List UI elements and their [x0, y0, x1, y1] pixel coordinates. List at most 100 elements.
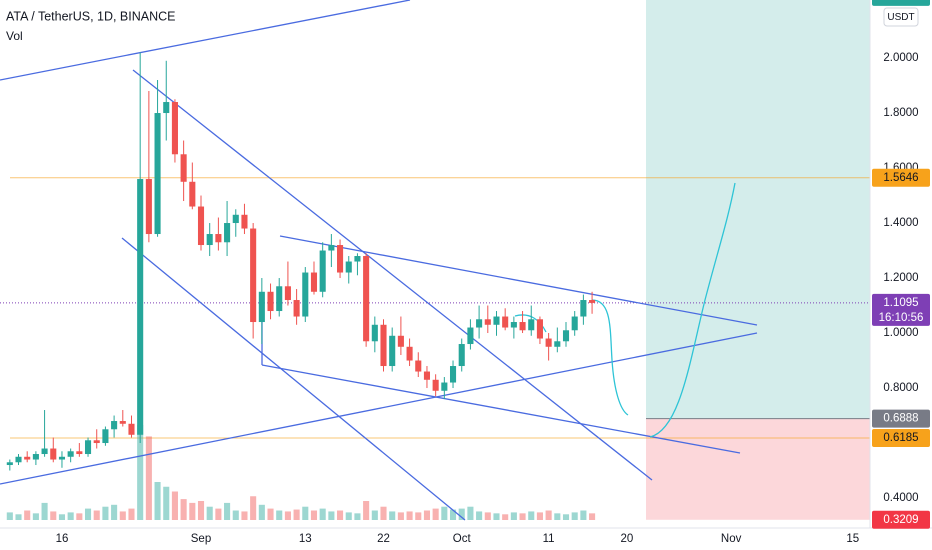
- candle-body: [258, 291, 265, 323]
- candle-body: [50, 448, 57, 460]
- volume-bar: [337, 510, 344, 520]
- volume-bar: [50, 511, 57, 520]
- indicator-label: Vol: [6, 29, 23, 43]
- candle-body: [197, 206, 205, 246]
- candle-body: [580, 300, 587, 317]
- candle-body: [406, 346, 413, 361]
- candle-body: [32, 454, 39, 460]
- price-label-bg: [872, 168, 930, 187]
- volume-bar: [6, 512, 13, 520]
- volume-bar: [258, 504, 265, 520]
- volume-bar: [510, 512, 517, 520]
- candle-body: [589, 300, 596, 303]
- volume-bar: [154, 482, 161, 520]
- trend-line: [121, 237, 466, 521]
- candle-body: [562, 330, 570, 342]
- x-tick-label: 13: [299, 533, 312, 545]
- y-tick-label: 0.4000: [883, 492, 918, 504]
- candle-body: [111, 421, 118, 430]
- candle-body: [302, 272, 309, 317]
- candle-body: [171, 102, 178, 155]
- candle-body: [293, 300, 300, 317]
- volume-bar: [562, 514, 570, 520]
- x-tick-label: 22: [377, 533, 390, 545]
- price-axis: [870, 0, 932, 550]
- candle-body: [476, 319, 483, 328]
- drawings: [0, 0, 758, 521]
- candle-body: [224, 223, 231, 243]
- volume-bar: [580, 510, 587, 520]
- volume-bar: [76, 513, 83, 520]
- candle-body: [232, 214, 239, 224]
- volume-bar: [137, 425, 144, 520]
- volume-bar: [111, 504, 118, 520]
- candle-body: [180, 154, 187, 182]
- volume-bar: [545, 510, 552, 520]
- price-label-bg: [872, 409, 930, 428]
- candle-body: [571, 316, 578, 331]
- volume-bar: [484, 512, 491, 520]
- volume-bar: [67, 512, 74, 520]
- volume-bar: [328, 511, 335, 520]
- volume-bar: [171, 491, 178, 520]
- volume-bar: [24, 510, 31, 520]
- volume-bar: [554, 513, 561, 520]
- volume-bar: [163, 486, 170, 520]
- volume-bar: [441, 506, 448, 520]
- price-label: 2.2222: [883, 0, 918, 3]
- candle-body: [554, 341, 561, 347]
- candle-body: [163, 102, 170, 114]
- volume-bar: [397, 512, 404, 520]
- x-tick-label: Nov: [721, 533, 742, 545]
- volume-bar: [371, 510, 378, 520]
- candle-body: [328, 245, 335, 251]
- volume-bar: [145, 436, 152, 520]
- trend-line: [279, 235, 758, 326]
- candle-body: [397, 335, 404, 347]
- volume-bar: [415, 512, 422, 520]
- y-tick-label: 1.4000: [883, 217, 918, 229]
- x-tick-label: 16: [56, 533, 69, 545]
- candle-body: [215, 234, 222, 243]
- volume-bar: [406, 511, 413, 520]
- y-tick-label: 2.0000: [883, 52, 918, 64]
- volume-bar: [432, 508, 439, 520]
- trend-line: [0, 332, 758, 485]
- volume-bar: [423, 510, 431, 520]
- candle-body: [67, 451, 74, 457]
- candle-body: [371, 324, 378, 342]
- candle-body: [423, 371, 431, 380]
- candle-body: [119, 421, 126, 424]
- volume-bar: [458, 508, 465, 520]
- price-label-bg: [872, 510, 930, 529]
- projection-curve: [591, 299, 629, 416]
- loss-zone: [646, 418, 870, 520]
- volume-bar: [536, 512, 543, 520]
- trend-line: [261, 364, 741, 454]
- volume-bar: [128, 508, 135, 520]
- trend-line: [0, 0, 411, 81]
- volume-bar: [284, 511, 291, 520]
- volume-bar: [102, 506, 109, 520]
- x-tick-label: 11: [543, 533, 555, 545]
- price-label: 1.1095: [883, 297, 918, 309]
- candle-body: [415, 360, 422, 372]
- volume-bar: [197, 501, 205, 520]
- volume-bar: [241, 511, 248, 520]
- price-label: 0.6888: [883, 413, 918, 425]
- volume-bar: [32, 513, 39, 520]
- volume-bar: [389, 511, 396, 520]
- trend-line: [132, 69, 653, 481]
- candle-body: [15, 456, 22, 463]
- projection-curve: [514, 314, 547, 333]
- candle-body: [493, 316, 500, 325]
- volume-bar: [528, 511, 535, 520]
- candle-body: [449, 366, 457, 383]
- volume-bar: [58, 514, 66, 520]
- candle-body: [76, 451, 83, 455]
- volume-bar: [250, 496, 257, 520]
- currency-box[interactable]: [883, 7, 919, 27]
- volume-bar: [571, 512, 578, 520]
- volume-bar: [215, 508, 222, 520]
- volume-bar: [232, 510, 239, 520]
